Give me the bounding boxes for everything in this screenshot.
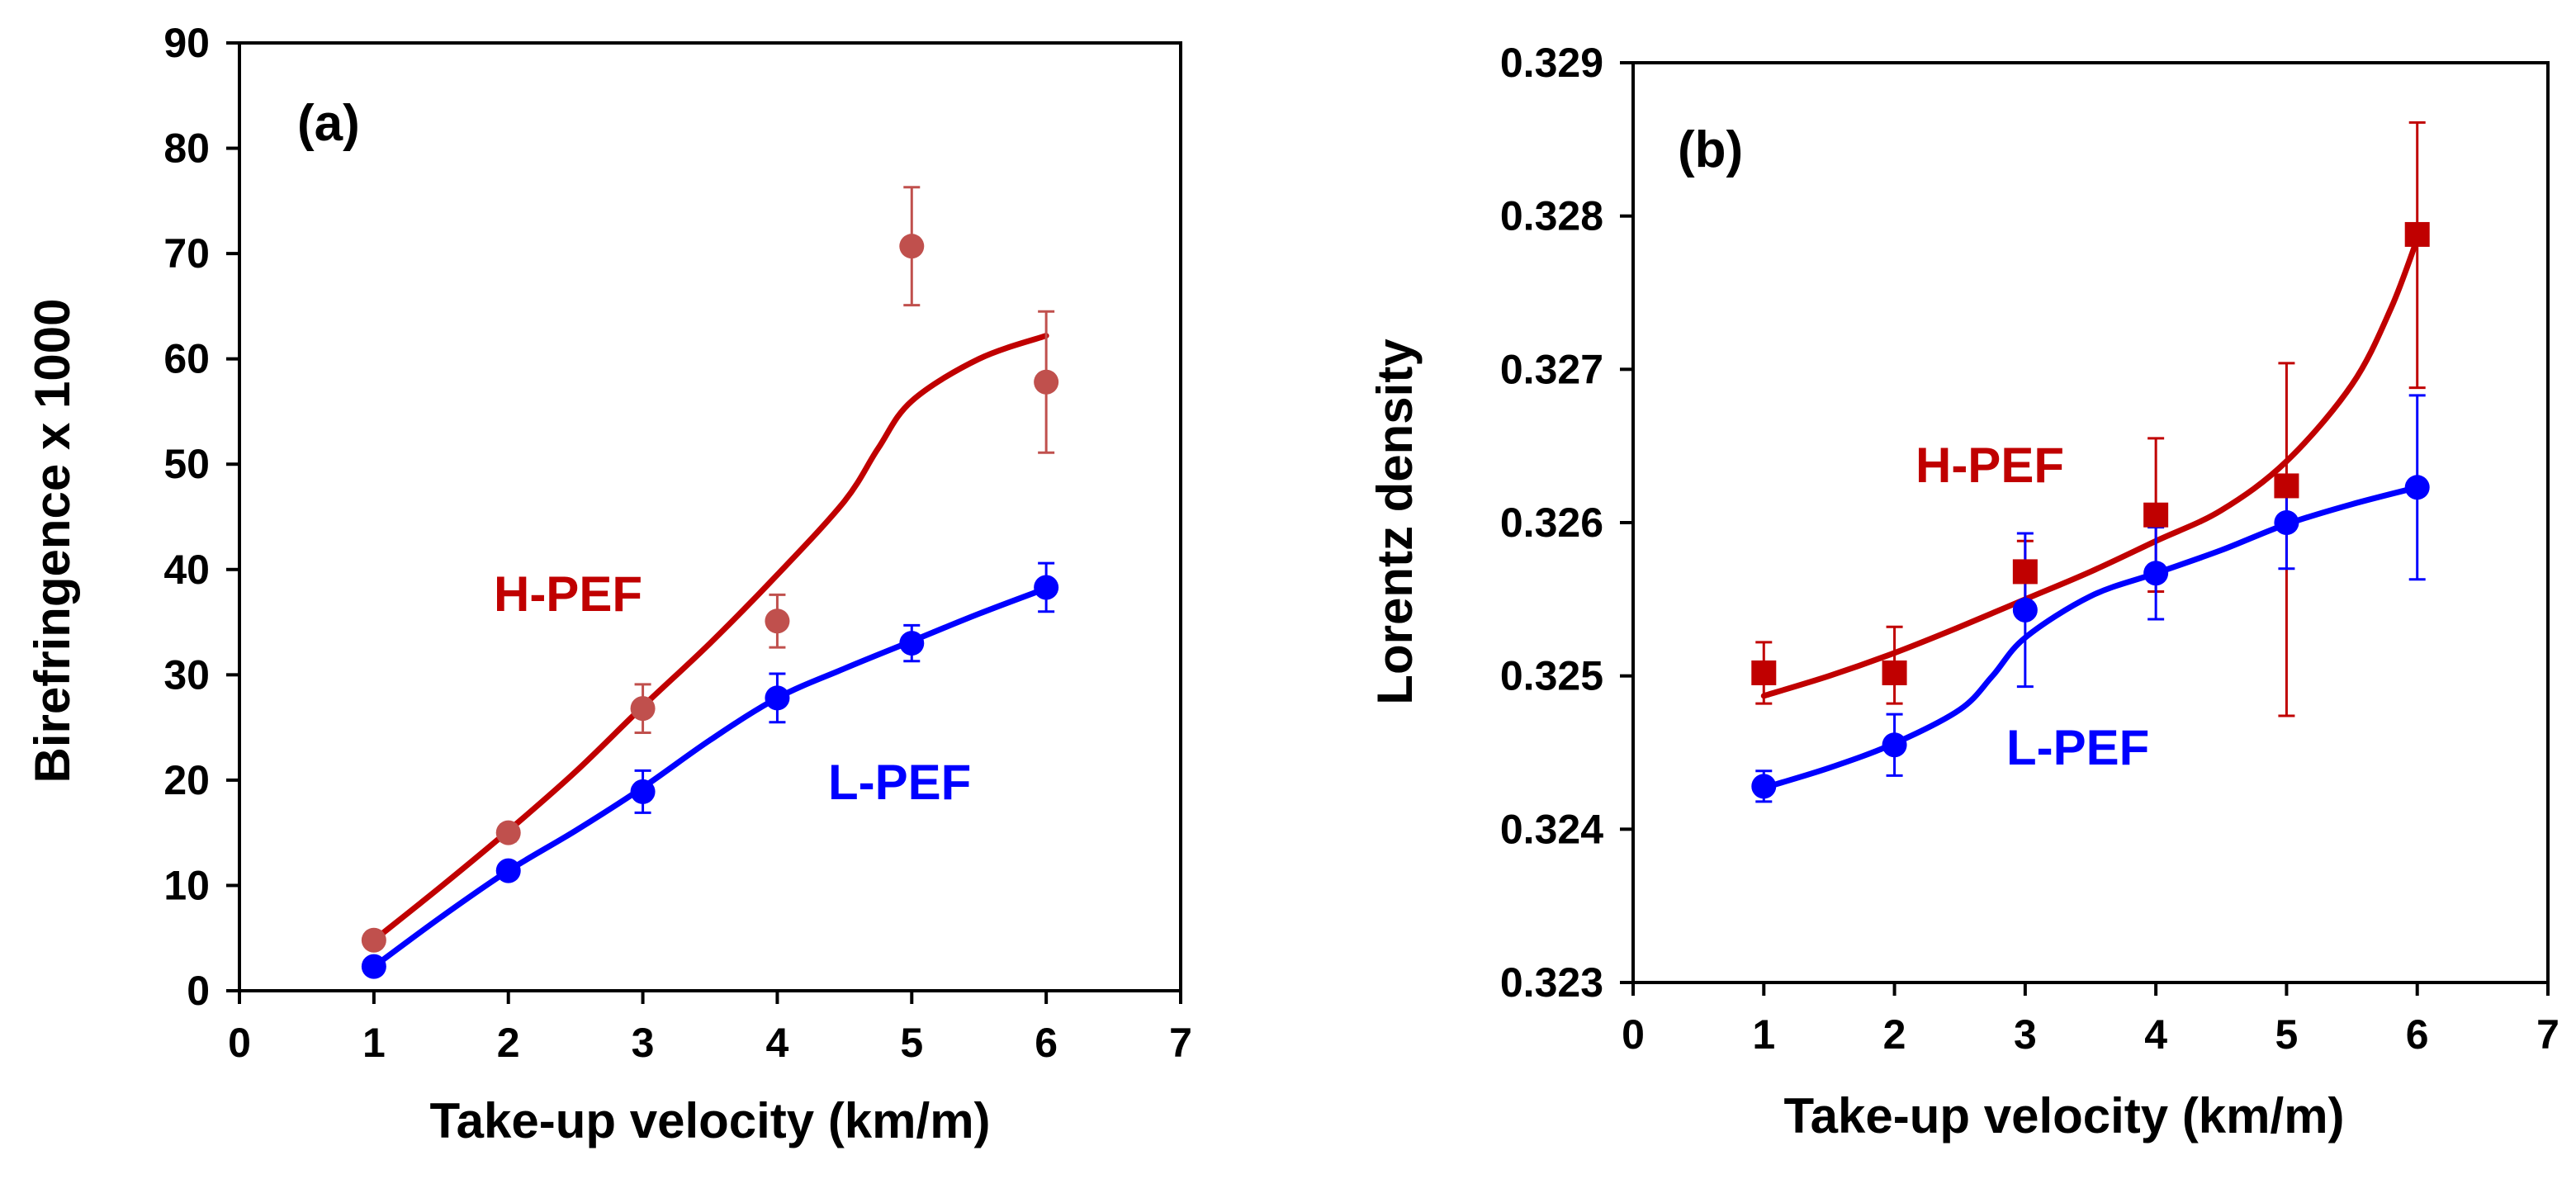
data-point-l-pef <box>2404 475 2430 500</box>
panel-a-x-axis-title: Take-up velocity (km/m) <box>429 1093 990 1148</box>
x-tick-label: 6 <box>2406 1011 2429 1058</box>
panel-b-fit-curves <box>1760 236 2421 791</box>
y-tick-label: 50 <box>163 441 210 487</box>
y-tick-label: 0.326 <box>1500 500 1603 546</box>
data-point-h-pef <box>495 820 521 845</box>
x-tick-label: 7 <box>1169 1020 1192 1066</box>
x-tick-label: 3 <box>2014 1011 2037 1058</box>
panel-b-axis-ticks: 0 1 2 3 4 5 6 7 0.323 0.324 0.325 0.326 0.327 0.328 0.… <box>1500 40 2559 1058</box>
panel-b-markers <box>1751 221 2430 799</box>
panel-a-error-bars <box>365 186 1055 973</box>
y-tick-label: 30 <box>163 651 210 698</box>
fit-curve-h-pef <box>1760 236 2421 699</box>
y-tick-label: 0.325 <box>1500 653 1603 699</box>
data-point-l-pef <box>1751 774 1777 799</box>
data-point-h-pef <box>1751 660 1777 685</box>
panel-b-error-bars <box>1755 121 2426 803</box>
y-tick-label: 0.327 <box>1500 346 1603 392</box>
y-tick-label: 90 <box>163 20 210 66</box>
data-point-l-pef <box>630 779 656 804</box>
x-tick-label: 2 <box>497 1020 520 1066</box>
x-tick-label: 4 <box>766 1020 789 1066</box>
y-tick-label: 60 <box>163 336 210 382</box>
data-point-l-pef <box>1034 575 1059 600</box>
data-point-l-pef <box>1882 732 1907 758</box>
panel-a-series-label-h-pef: H-PEF <box>494 566 642 622</box>
panel-b-plot-frame <box>1631 61 2550 984</box>
x-tick-label: 5 <box>2275 1011 2299 1058</box>
data-point-h-pef <box>2143 502 2169 528</box>
y-tick-label: 40 <box>163 547 210 593</box>
x-tick-label: 7 <box>2536 1011 2559 1058</box>
data-point-l-pef <box>361 954 386 979</box>
x-tick-label: 3 <box>632 1020 655 1066</box>
x-tick-label: 1 <box>362 1020 386 1066</box>
y-tick-label: 0.328 <box>1500 193 1603 239</box>
panel-a-series-label-l-pef: L-PEF <box>828 755 971 810</box>
x-tick-label: 0 <box>228 1020 251 1066</box>
y-tick-label: 0 <box>187 968 210 1014</box>
panel-b-series-label-l-pef: L-PEF <box>2006 720 2149 775</box>
panel-a-markers <box>361 234 1059 979</box>
data-point-l-pef <box>2274 510 2299 535</box>
panel-b-series-label-h-pef: H-PEF <box>1915 438 2064 493</box>
panel-a-plot-frame <box>238 41 1182 992</box>
panel-b-x-axis-title: Take-up velocity (km/m) <box>1783 1088 2344 1143</box>
y-tick-label: 20 <box>163 757 210 803</box>
x-tick-label: 0 <box>1622 1011 1645 1058</box>
data-point-h-pef <box>2404 221 2430 247</box>
data-point-h-pef <box>765 608 790 634</box>
y-tick-label: 0.323 <box>1500 959 1603 1006</box>
panel-a-y-axis-title: Birefringence x 1000 <box>25 299 80 784</box>
y-tick-label: 80 <box>163 125 210 172</box>
data-point-l-pef <box>765 685 790 711</box>
panel-b: 0 1 2 3 4 5 6 7 0.323 0.324 0.325 0.326 0.327 0.328 0.… <box>1367 40 2559 1143</box>
data-point-h-pef <box>1034 369 1059 395</box>
data-point-l-pef <box>2012 597 2038 623</box>
data-point-l-pef <box>899 631 925 656</box>
data-point-h-pef <box>630 696 656 722</box>
data-point-h-pef <box>2274 473 2299 499</box>
x-tick-label: 1 <box>1752 1011 1775 1058</box>
y-tick-label: 0.329 <box>1500 40 1603 86</box>
y-tick-label: 70 <box>163 230 210 277</box>
x-tick-label: 6 <box>1035 1020 1058 1066</box>
panel-b-label: (b) <box>1678 121 1743 178</box>
data-point-l-pef <box>2143 561 2169 586</box>
data-point-h-pef <box>899 234 925 259</box>
y-tick-label: 10 <box>163 862 210 908</box>
y-tick-label: 0.324 <box>1500 806 1603 852</box>
fit-curve-h-pef <box>371 333 1049 944</box>
data-point-h-pef <box>361 927 386 953</box>
data-point-l-pef <box>495 858 521 883</box>
data-point-h-pef <box>2012 559 2038 585</box>
data-point-h-pef <box>1882 660 1907 685</box>
x-tick-label: 2 <box>1883 1011 1906 1058</box>
fit-curve-l-pef <box>371 585 1049 970</box>
panel-a-fit-curves <box>371 333 1049 970</box>
x-tick-label: 4 <box>2144 1011 2167 1058</box>
panel-a-label: (a) <box>297 95 360 152</box>
x-tick-label: 5 <box>900 1020 923 1066</box>
panel-b-y-axis-title: Lorentz density <box>1367 339 1423 705</box>
